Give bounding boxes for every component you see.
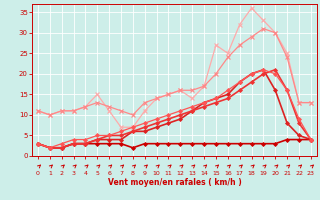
X-axis label: Vent moyen/en rafales ( km/h ): Vent moyen/en rafales ( km/h )	[108, 178, 241, 187]
